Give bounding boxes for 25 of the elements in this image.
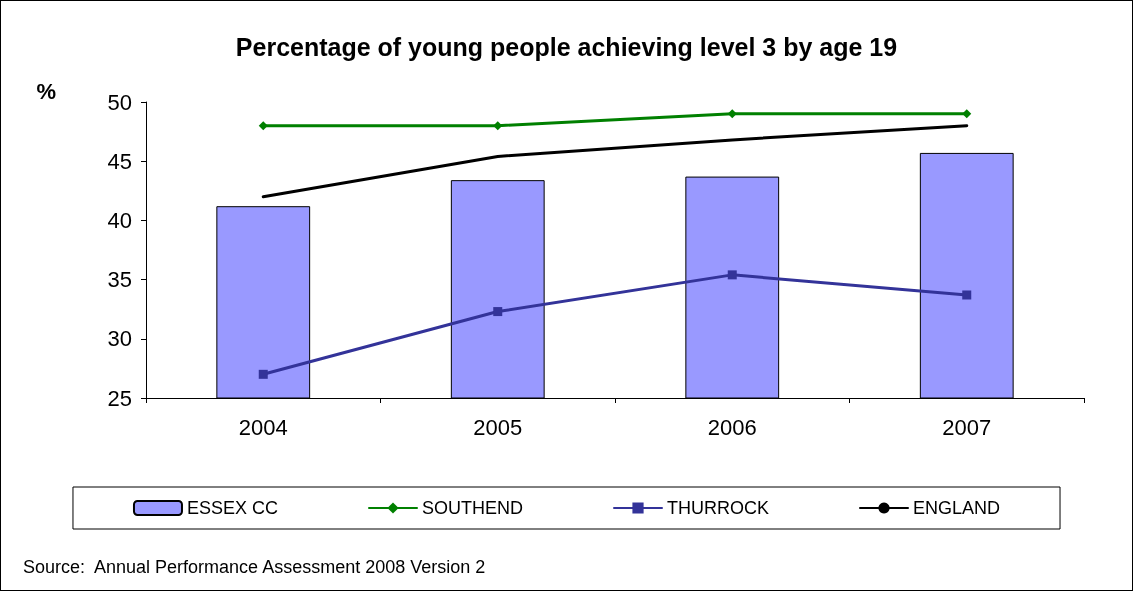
y-tick-label: 40 [107, 207, 132, 233]
y-axis-title: % [36, 78, 56, 104]
y-tick-label: 35 [107, 267, 132, 293]
point [258, 369, 268, 379]
point [727, 109, 737, 119]
point [493, 307, 503, 317]
y-tick-label: 50 [107, 89, 132, 115]
source-note: Source: Annual Performance Assessment 2008 Version 2 [23, 557, 486, 577]
x-tick-label: 2007 [942, 414, 992, 440]
point [962, 290, 972, 300]
line-series [261, 124, 969, 199]
legend-label: SOUTHEND [422, 498, 524, 518]
x-tick-label: 2005 [473, 414, 523, 440]
legend-label: THURROCK [667, 498, 770, 518]
point [727, 270, 737, 280]
point [962, 109, 972, 119]
y-tick-label: 45 [107, 148, 132, 174]
y-tick-label: 25 [107, 385, 132, 411]
x-tick-label: 2004 [238, 414, 288, 440]
point [258, 121, 268, 131]
chart-title: Percentage of young people achieving level 3 by age 19 [235, 32, 898, 61]
legend-label: ESSEX CC [186, 498, 279, 518]
y-tick-label: 30 [107, 326, 132, 352]
x-tick-label: 2006 [707, 414, 757, 440]
legend-label: ENGLAND [913, 498, 1001, 518]
